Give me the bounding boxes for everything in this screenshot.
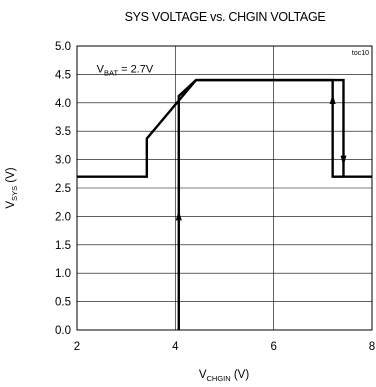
y-tick-label: 4.0	[55, 98, 71, 110]
x-axis-label: VCHGIN (V)	[199, 369, 250, 383]
x-axis-label-sub: CHGIN	[206, 374, 230, 383]
x-tick-label: 2	[74, 341, 80, 353]
y-tick-label: 2.5	[55, 183, 71, 195]
annotation-sub: BAT	[104, 69, 118, 78]
y-tick-label: 3.5	[55, 126, 71, 138]
series-line-1	[77, 78, 372, 178]
y-tick-labels: 0.0 0.5 1.0 1.5 2.0 2.5 3.0 3.5 4.0 4.5 5.0	[55, 41, 71, 337]
y-tick-label: 4.5	[55, 69, 71, 81]
x-tick-label: 4	[172, 341, 179, 353]
chart-title: SYS VOLTAGE vs. CHGIN VOLTAGE	[125, 10, 326, 24]
y-tick-label: 0.0	[55, 325, 71, 337]
y-tick-label: 5.0	[55, 41, 71, 53]
y-tick-label: 2.0	[55, 211, 71, 223]
series-line-2	[177, 78, 344, 330]
battery-voltage-annotation: VBAT = 2.7V	[97, 64, 154, 78]
arrow-up	[329, 93, 336, 104]
annotation-rest: = 2.7V	[118, 64, 154, 76]
y-tick-label: 3.0	[55, 155, 71, 167]
corner-tag: toc10	[352, 50, 369, 57]
x-axis-label-unit: (V)	[231, 369, 250, 381]
grid	[77, 46, 372, 330]
x-tick-labels: 2 4 6 8	[74, 341, 375, 353]
x-axis-label-main: V	[199, 369, 207, 381]
arrow-down	[340, 155, 347, 166]
arrow-up	[175, 210, 182, 221]
annotation-main: V	[97, 64, 105, 76]
data-lines	[77, 78, 372, 330]
y-tick-label: 1.5	[55, 240, 71, 252]
y-tick-label: 1.0	[55, 268, 71, 280]
direction-arrows	[175, 93, 347, 221]
x-tick-label: 8	[369, 341, 375, 353]
y-tick-label: 0.5	[55, 297, 71, 309]
plot-frame	[76, 45, 373, 331]
y-axis-label-unit: (V)	[5, 167, 17, 186]
y-axis-label-sub: SYS	[10, 186, 19, 201]
x-tick-label: 6	[270, 341, 276, 353]
y-axis-label-main: V	[5, 201, 17, 209]
y-axis-label: VSYS (V)	[5, 167, 19, 208]
